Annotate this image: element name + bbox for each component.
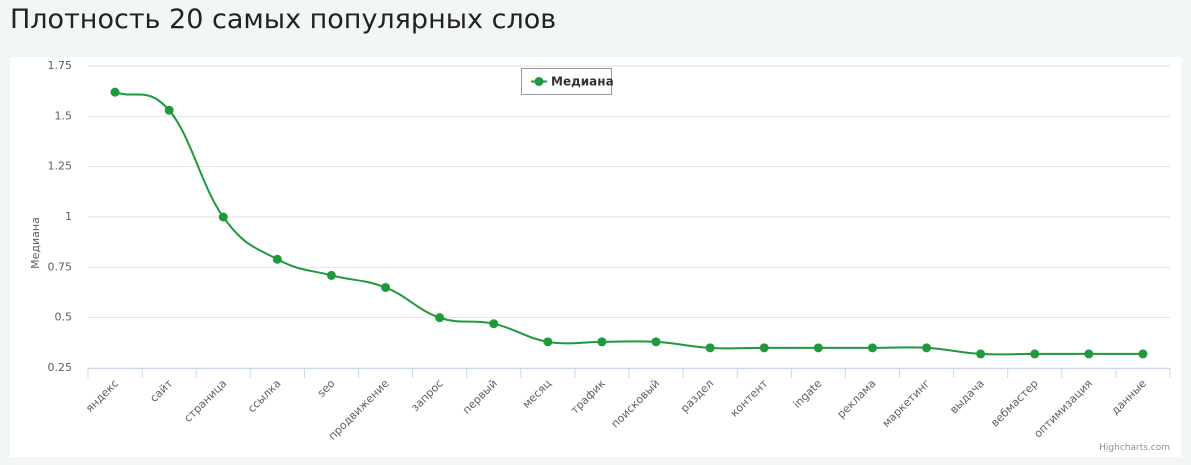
y-tick-label: 1: [65, 210, 72, 223]
data-point: [976, 349, 986, 359]
data-point: [543, 337, 553, 347]
x-tick-label: первый: [460, 377, 500, 417]
x-tick-label: яндекс: [83, 377, 121, 415]
x-tick-label: контент: [728, 377, 771, 420]
data-point: [1138, 349, 1148, 359]
x-tick-label: реклама: [835, 377, 879, 421]
x-tick-label: ссылка: [245, 377, 283, 415]
data-point: [435, 313, 445, 323]
credits[interactable]: Highcharts.com: [1099, 443, 1170, 453]
data-point: [651, 337, 661, 347]
data-point: [597, 337, 607, 347]
x-tick-label: ingate: [791, 377, 825, 411]
series-line: [114, 91, 1143, 356]
y-tick-label: 0.75: [48, 260, 73, 273]
data-point: [1030, 349, 1040, 359]
x-tick-label: запрос: [409, 377, 446, 414]
x-tick-label: поисковый: [609, 377, 663, 431]
data-point: [813, 343, 823, 353]
x-tick-label: вебмастер: [988, 377, 1041, 430]
x-tick-label: трафик: [568, 377, 608, 417]
x-tick-label: сайт: [147, 377, 175, 405]
data-point: [272, 254, 282, 264]
x-tick-label: выдача: [947, 377, 986, 416]
data-point: [1084, 349, 1094, 359]
legend[interactable]: Медиана: [521, 68, 614, 95]
legend-symbol: [534, 77, 544, 86]
data-point: [759, 343, 769, 353]
data-point: [164, 105, 174, 115]
page-title: Плотность 20 самых популярных слов: [10, 4, 557, 35]
y-tick-label: 1.75: [48, 59, 73, 72]
x-tick-label: оптимизация: [1031, 377, 1094, 440]
data-point: [218, 212, 228, 222]
chart: Медиана Highcharts.com 0.25 0.5 0.75 1 1.25 1…: [10, 57, 1181, 457]
data-point: [381, 282, 391, 292]
y-tick-label: 1.5: [55, 109, 73, 122]
x-tick-label: страница: [181, 377, 229, 425]
data-point: [110, 87, 120, 97]
y-axis-title: Медиана: [29, 217, 42, 269]
data-point: [922, 343, 932, 353]
x-tick-label: данные: [1109, 377, 1150, 418]
y-tick-label: 0.25: [48, 361, 73, 374]
x-tick-label: раздел: [678, 377, 716, 415]
data-point: [867, 343, 877, 353]
x-tick-label: месяц: [520, 377, 554, 411]
legend-label[interactable]: Медиана: [551, 75, 614, 89]
data-point: [489, 319, 499, 329]
y-tick-label: 1.25: [48, 160, 73, 173]
y-tick-label: 0.5: [55, 311, 73, 324]
data-point: [326, 270, 336, 280]
x-tick-label: seo: [315, 377, 338, 400]
x-tick-label: маркетинг: [880, 377, 933, 430]
data-point: [705, 343, 715, 353]
